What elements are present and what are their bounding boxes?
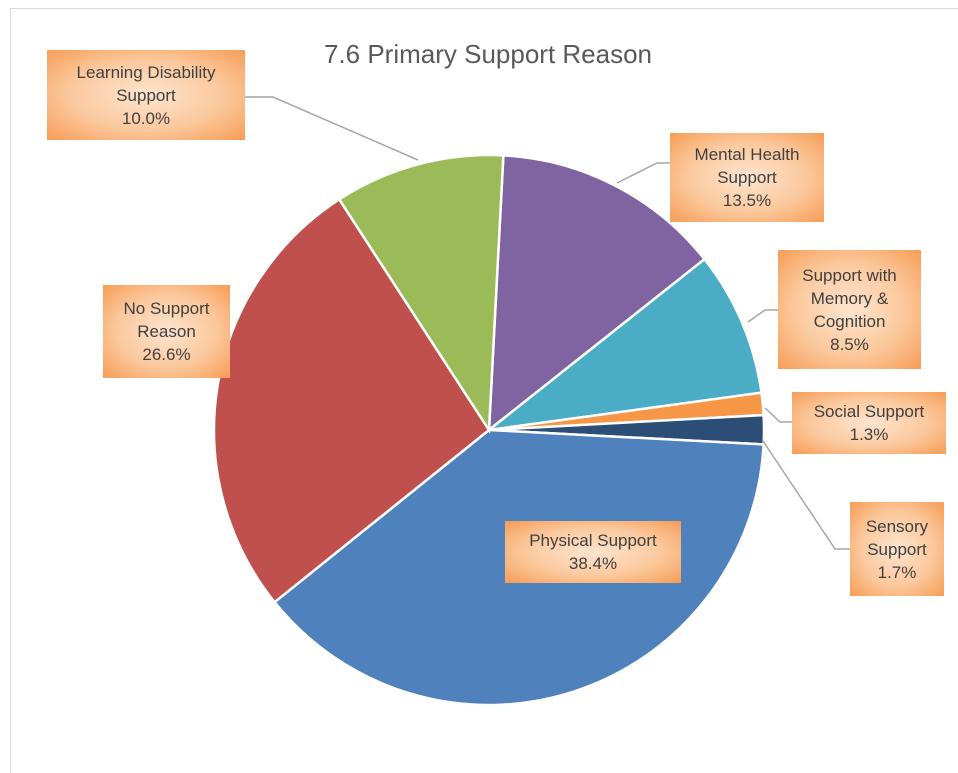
category-label: Learning Disability Support — [76, 62, 216, 105]
chart-title: 7.6 Primary Support Reason — [324, 39, 652, 69]
category-label: Social Support — [813, 402, 925, 421]
data-label: Social Support 1.3% — [792, 392, 946, 454]
data-label: Physical Support 38.4% — [505, 521, 681, 583]
data-label: Mental Health Support 13.5% — [670, 133, 824, 222]
value-label: 1.7% — [877, 562, 917, 582]
leader-line — [616, 162, 670, 184]
leader-line — [764, 407, 792, 423]
pie-slice — [484, 257, 763, 432]
chart-border — [10, 8, 958, 773]
pie-slice — [487, 154, 707, 433]
data-label: Learning Disability Support 10.0% — [47, 50, 245, 140]
value-label: 26.6% — [142, 345, 191, 364]
pie-slice — [212, 197, 491, 604]
data-label: Sensory Support 1.7% — [850, 502, 944, 596]
category-label: Physical Support — [529, 531, 657, 550]
category-label: Mental Health Support — [694, 145, 800, 187]
value-label: 10.0% — [121, 108, 171, 128]
category-label: Support with Memory & Cognition — [802, 265, 897, 331]
value-label: 13.5% — [722, 191, 772, 210]
data-label: Support with Memory & Cognition 8.5% — [778, 250, 921, 369]
pie-slice — [337, 153, 505, 434]
category-label: No Support Reason — [123, 299, 210, 341]
value-label: 1.3% — [849, 425, 889, 444]
category-label: Sensory Support — [865, 516, 929, 559]
leader-line — [747, 309, 778, 323]
data-label: No Support Reason 26.6% — [103, 285, 230, 378]
leader-line — [245, 96, 419, 161]
value-label: 38.4% — [568, 554, 618, 573]
value-label: 8.5% — [830, 334, 869, 354]
leader-line — [762, 440, 850, 550]
